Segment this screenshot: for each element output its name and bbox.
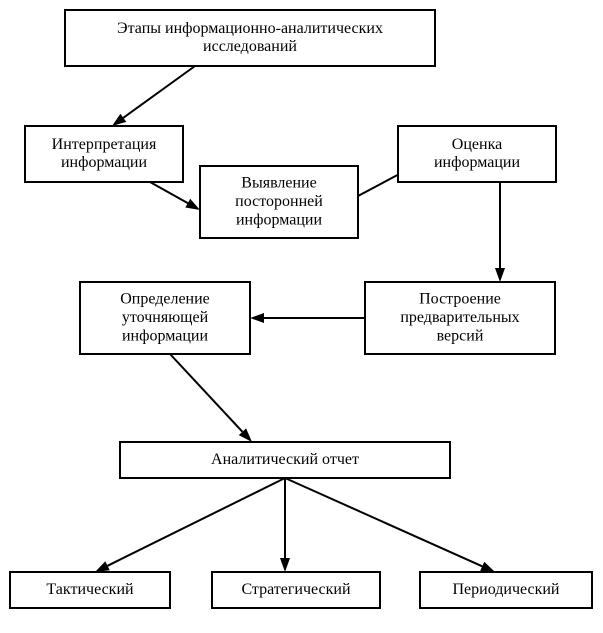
node-detect: Выявлениепостороннейинформации [200,166,358,238]
arrowhead-report-strategic [280,558,290,572]
node-periodic: Периодический [420,572,592,608]
arrowhead-build-refine [250,313,264,323]
node-title: Этапы информационно-аналитическихисследо… [65,10,435,66]
node-report: Аналитический отчет [120,442,450,478]
edge-title-interpret [123,66,195,118]
arrowhead-evaluate-build [495,268,505,282]
arrowhead-report-periodic [480,562,495,572]
arrowhead-title-interpret [112,114,126,126]
edge-report-tactical [108,478,285,566]
node-interpret: Интерпретацияинформации [25,126,183,182]
edge-interpret-detect [150,182,188,203]
flowchart-canvas: Этапы информационно-аналитическихисследо… [0,0,603,633]
node-interpret-label: Интерпретацияинформации [52,135,157,170]
node-build: Построениепредварительныхверсий [365,282,555,354]
node-strategic-label: Стратегический [241,581,351,598]
node-periodic-label: Периодический [452,581,559,598]
node-tactical: Тактический [10,572,170,608]
node-strategic: Стратегический [212,572,380,608]
arrowhead-interpret-detect [185,199,200,210]
edge-refine-report [170,354,242,432]
edge-report-periodic [285,478,482,566]
node-report-label: Аналитический отчет [211,451,359,468]
arrowhead-report-tactical [95,561,110,572]
node-refine-label: Определениеуточняющейинформации [120,290,210,344]
node-detect-label: Выявлениепостороннейинформации [235,174,323,228]
node-evaluate: Оценкаинформации [398,126,556,182]
node-refine: Определениеуточняющейинформации [80,282,250,354]
node-tactical-label: Тактический [46,581,134,598]
